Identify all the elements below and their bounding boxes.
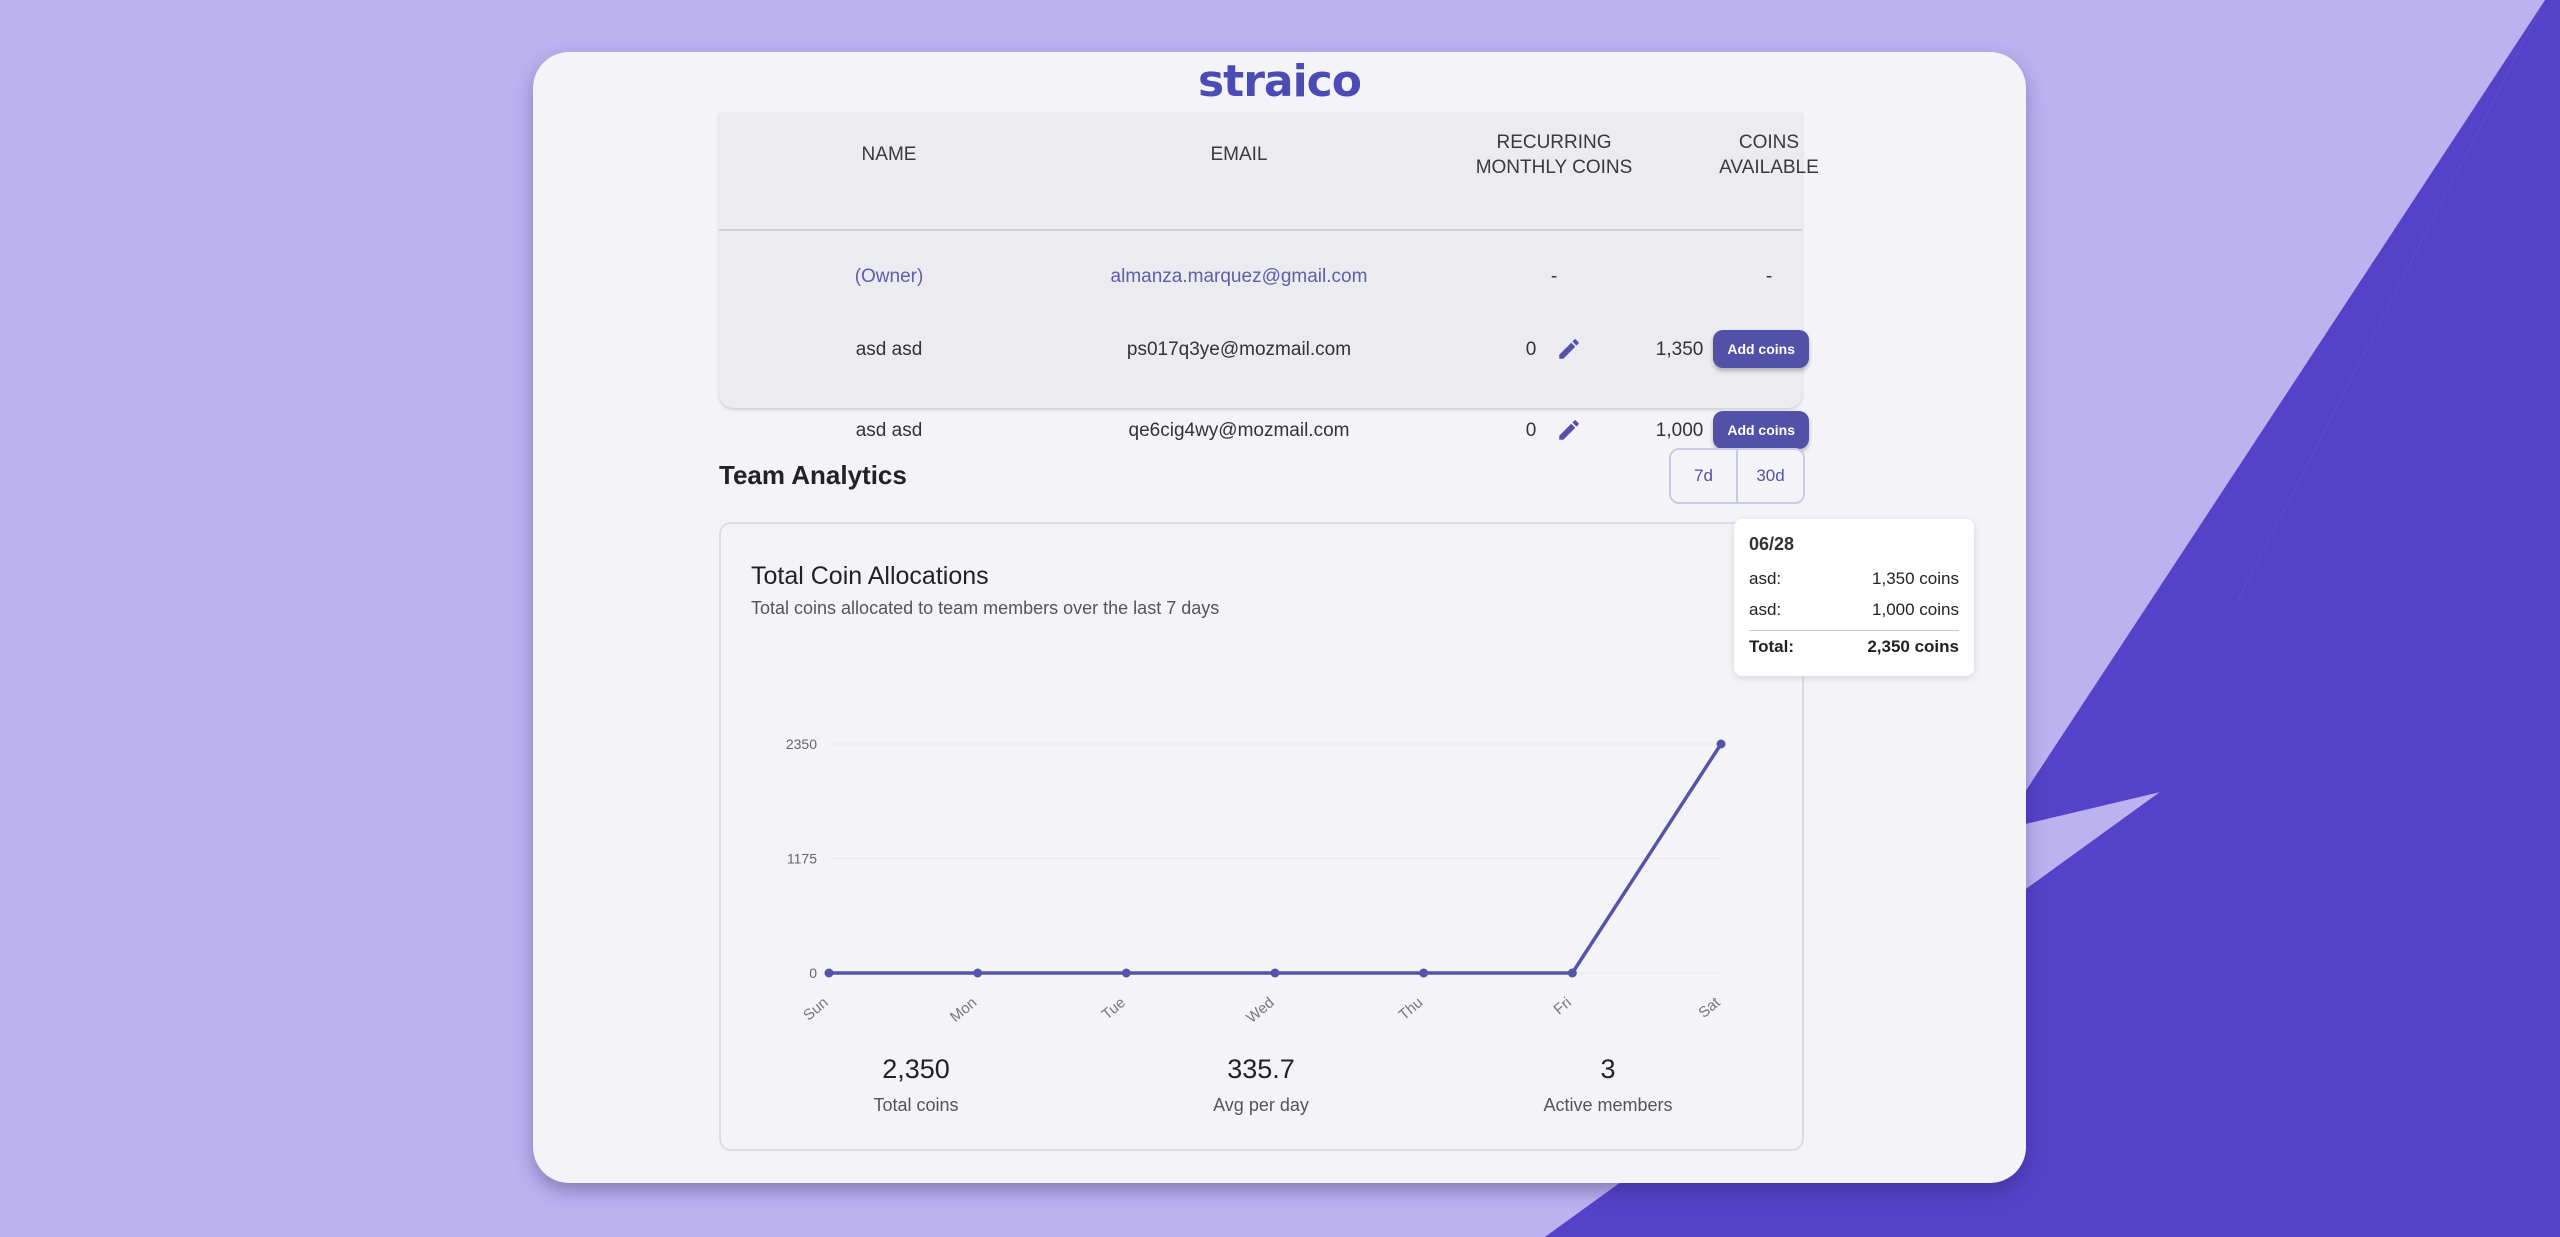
- tooltip-row: asd: 1,000 coins: [1749, 600, 1959, 620]
- member-email: ps017q3ye@mozmail.com: [1126, 338, 1352, 360]
- x-tick-label: Tue: [1099, 994, 1129, 1023]
- stat-avg-per-day: 335.7 Avg per day: [1131, 1054, 1391, 1116]
- coins-value: -: [1765, 265, 1773, 287]
- header-coins: COINS AVAILABLE: [1719, 131, 1819, 178]
- table-header: NAME EMAIL RECURRING MONTHLY COINS COINS…: [719, 112, 1819, 231]
- y-tick-label: 0: [809, 965, 817, 981]
- data-point: [1419, 968, 1429, 978]
- x-tick-label: Sun: [800, 994, 831, 1024]
- tooltip-label: asd:: [1749, 600, 1782, 619]
- tooltip-row: asd: 1,350 coins: [1749, 569, 1959, 589]
- header-name: NAME: [861, 144, 917, 165]
- recurring-cell: 0: [1429, 309, 1679, 389]
- recurring-cell: 0: [1429, 390, 1679, 470]
- table-row: asd asd ps017q3ye@mozmail.com 0 1,350 Ad…: [719, 309, 1809, 389]
- tooltip-label: asd:: [1749, 569, 1782, 588]
- chart-title: Total Coin Allocations: [751, 562, 989, 590]
- stat-total-coins: 2,350 Total coins: [786, 1054, 1046, 1116]
- y-tick-label: 2350: [786, 736, 817, 752]
- tooltip-date: 06/28: [1749, 534, 1795, 554]
- x-tick-label: Wed: [1243, 994, 1277, 1027]
- member-name: asd asd: [855, 338, 923, 360]
- stat-label: Total coins: [873, 1095, 959, 1115]
- tooltip-total-value: 2,350 coins: [1867, 637, 1959, 656]
- stat-active-members: 3 Active members: [1478, 1054, 1738, 1116]
- data-point: [1121, 968, 1131, 978]
- recurring-value: 0: [1525, 419, 1537, 441]
- owner-name[interactable]: (Owner): [854, 265, 924, 287]
- chart-subtitle: Total coins allocated to team members ov…: [751, 598, 1220, 618]
- data-point: [973, 968, 983, 978]
- pencil-icon[interactable]: [1556, 336, 1582, 362]
- coins-value: 1,350: [1655, 338, 1704, 360]
- tooltip-value: 1,000 coins: [1872, 600, 1959, 619]
- x-tick-label: Mon: [947, 994, 980, 1026]
- coins-cell: 1,350 Add coins: [1619, 309, 1829, 389]
- stat-label: Active members: [1543, 1095, 1673, 1115]
- stat-label: Avg per day: [1213, 1095, 1309, 1115]
- stat-value: 335.7: [1227, 1054, 1295, 1084]
- coins-cell: 1,000 Add coins: [1619, 390, 1829, 470]
- tooltip-divider: [1749, 630, 1959, 631]
- tooltip-total-label: Total:: [1749, 637, 1795, 656]
- team-analytics-title: Team Analytics: [719, 460, 907, 490]
- tooltip-value: 1,350 coins: [1872, 569, 1959, 588]
- x-tick-label: Thu: [1396, 994, 1427, 1024]
- y-tick-label: 1175: [787, 851, 817, 867]
- stat-value: 2,350: [882, 1054, 950, 1084]
- members-table: NAME EMAIL RECURRING MONTHLY COINS COINS…: [719, 112, 1819, 449]
- data-point: [1270, 968, 1280, 978]
- straico-logo: straico: [1197, 55, 1362, 107]
- x-tick-label: Sat: [1695, 994, 1724, 1022]
- chart-card: Total Coin Allocations Total coins alloc…: [719, 522, 1804, 1151]
- stat-value: 3: [1600, 1054, 1616, 1084]
- owner-email[interactable]: almanza.marquez@gmail.com: [1110, 265, 1368, 287]
- add-coins-button[interactable]: Add coins: [1713, 411, 1809, 449]
- tooltip-total-row: Total: 2,350 coins: [1749, 637, 1959, 657]
- member-name: asd asd: [855, 419, 923, 441]
- data-point: [1567, 968, 1577, 978]
- recurring-value: -: [1550, 265, 1558, 287]
- table-row: (Owner) almanza.marquez@gmail.com - -: [719, 236, 1802, 316]
- header-email: EMAIL: [1210, 144, 1268, 165]
- x-tick-label: Fri: [1551, 994, 1575, 1018]
- pencil-icon[interactable]: [1556, 417, 1582, 443]
- recurring-value: 0: [1525, 338, 1537, 360]
- member-email: qe6cig4wy@mozmail.com: [1128, 419, 1350, 441]
- range-30d-button[interactable]: 30d: [1736, 450, 1803, 502]
- coins-value: 1,000: [1655, 419, 1704, 441]
- range-7d-button[interactable]: 7d: [1694, 466, 1713, 485]
- table-row: asd asd qe6cig4wy@mozmail.com 0 1,000 Ad…: [719, 390, 1809, 470]
- range-selector: 7d 30d: [1669, 448, 1805, 504]
- chart-tooltip: 06/28 asd: 1,350 coins asd: 1,000 coins …: [1734, 519, 1974, 676]
- add-coins-button[interactable]: Add coins: [1713, 330, 1809, 368]
- data-point: [1716, 739, 1726, 749]
- line-chart: 0 1175 2350 Sun Mon Tue Wed Thu Fri Sat: [786, 736, 1726, 1027]
- header-recurring: RECURRING MONTHLY COINS: [1475, 131, 1633, 178]
- data-point: [824, 968, 834, 978]
